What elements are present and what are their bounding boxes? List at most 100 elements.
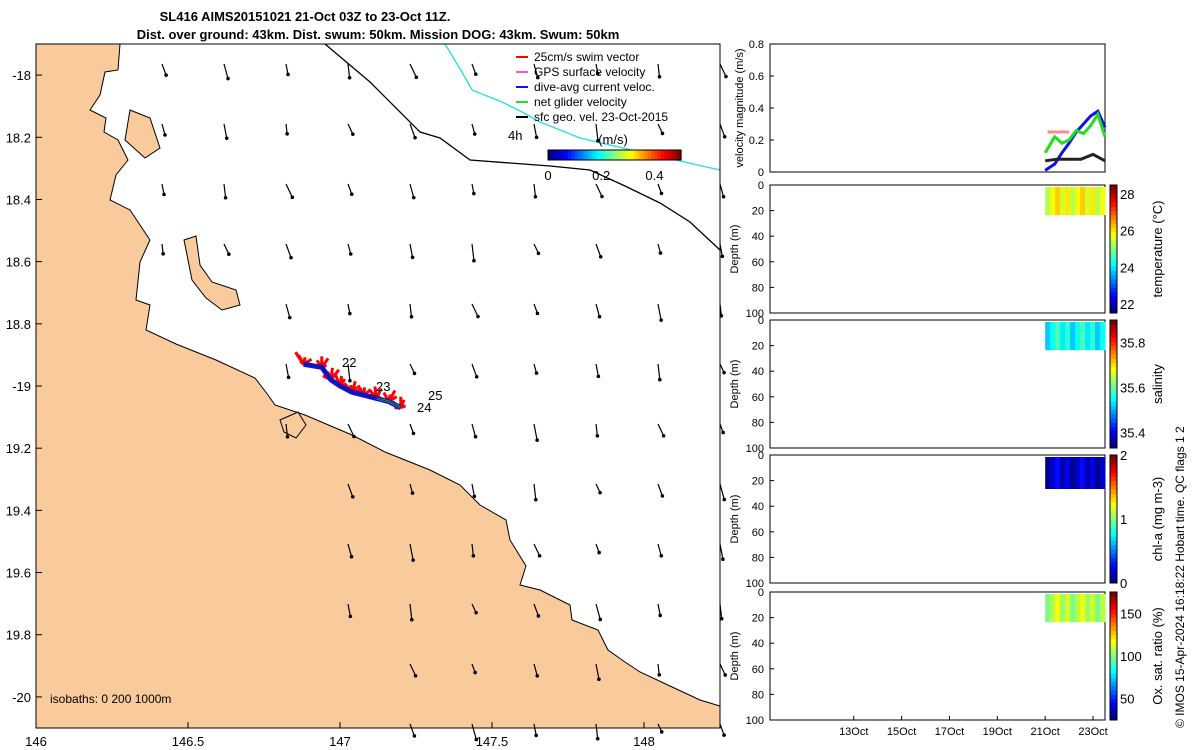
map-panel: 146 146.5 147 147.5 148 -18 18.2 18.4 18.6 18.8 -1… (6, 43, 728, 749)
profile-colorbar-segment (1110, 493, 1117, 499)
profile-data-cell (1050, 322, 1056, 351)
profile-colorbar-segment (1110, 189, 1117, 195)
time-tick-label: 15Oct (887, 726, 916, 738)
profile-data-cell (1060, 187, 1066, 216)
current-vector (223, 63, 229, 79)
profile-data-cell (1075, 322, 1081, 351)
current-vector (533, 63, 539, 78)
profile-data-cell (1065, 187, 1071, 216)
vector-head (476, 314, 480, 319)
vector-head (412, 371, 417, 376)
profile-colorbar-segment (1110, 553, 1117, 558)
vector-head (657, 673, 662, 677)
current-vector (595, 423, 598, 436)
colorbar-segment (621, 150, 626, 160)
profile-colorbar-label: salinity (1150, 364, 1165, 404)
vector-head (472, 132, 477, 136)
current-vector (657, 303, 662, 321)
vector-head (413, 673, 418, 678)
vector-head (164, 73, 168, 77)
profile-colorbar-segment (1110, 443, 1117, 449)
depth-tick-label: 80 (752, 282, 764, 294)
colorbar-segment (634, 150, 639, 160)
vector-head (348, 378, 352, 383)
profile-data-cell (1050, 187, 1056, 216)
vector-head (472, 191, 476, 196)
profile-colorbar-segment (1110, 480, 1117, 486)
profile-colorbar-segment (1110, 384, 1117, 389)
legend-label: GPS surface velocity (534, 65, 645, 79)
vector-head (535, 311, 540, 316)
profile-colorbar-segment (1110, 596, 1117, 602)
current-vector (719, 63, 727, 77)
profile-data-cell (1070, 457, 1076, 489)
profile-colorbar-segment (1110, 240, 1117, 246)
vector-head (719, 313, 724, 318)
x-tick-label: 148 (633, 734, 655, 749)
profile-colorbar-segment (1110, 270, 1117, 276)
depth-tick-label: 60 (752, 392, 764, 404)
current-vector (595, 363, 599, 377)
profile-data-cell (1095, 322, 1101, 351)
vector-head (721, 430, 725, 435)
profile-colorbar-segment (1110, 459, 1117, 465)
vector-head (536, 614, 541, 618)
profile-colorbar-segment (1110, 341, 1117, 347)
vector-head (473, 72, 478, 77)
current-vector (657, 603, 661, 616)
velocity-series-line (1044, 152, 1106, 163)
vector-head (412, 734, 417, 738)
profile-colorbar-tick: 22 (1120, 297, 1134, 312)
depth-label: Depth (m) (729, 360, 741, 409)
profile-colorbar-tick: 50 (1120, 692, 1134, 707)
profile-data-cell (1070, 322, 1076, 351)
chart-title: SL416 AIMS20151021 21-Oct 03Z to 23-Oct … (160, 9, 451, 24)
current-vector (285, 423, 289, 437)
vector-head (533, 194, 538, 199)
vector-head (722, 134, 727, 139)
vector-head (534, 371, 539, 375)
current-vector (223, 243, 230, 255)
profile-colorbar-segment (1110, 418, 1117, 423)
y-tick-label: 19.4 (6, 503, 31, 518)
vector-head (535, 75, 540, 80)
depth-tick-label: 100 (746, 715, 764, 727)
current-vector (409, 123, 416, 138)
depth-tick-label: 80 (752, 552, 764, 564)
vector-head (410, 617, 414, 622)
profile-colorbar-segment (1110, 531, 1117, 537)
colorbar-tick-label: 0.4 (645, 168, 663, 183)
vector-head (724, 74, 728, 79)
profile-colorbar-segment (1110, 690, 1117, 695)
profile-data-cell (1085, 187, 1091, 216)
profile-colorbar-segment (1110, 472, 1117, 477)
profile-colorbar-segment (1110, 362, 1117, 368)
vector-head (223, 195, 228, 200)
vector-head (286, 72, 290, 77)
profile-data-cell (1085, 594, 1091, 623)
vector-head (163, 133, 167, 137)
vector-head (347, 75, 352, 80)
profile-colorbar-segment (1110, 266, 1117, 271)
current-vector (595, 603, 601, 620)
profile-colorbar-segment (1110, 231, 1117, 237)
current-vector (347, 363, 351, 381)
profile-data-cell (1060, 322, 1066, 351)
time-tick-label: 21Oct (1030, 726, 1059, 738)
current-vector (471, 483, 475, 497)
velocity-y-tick-label: 0 (758, 167, 764, 179)
current-vector (285, 183, 293, 198)
depth-tick-label: 0 (758, 450, 764, 462)
legend-label: net glider velocity (534, 95, 627, 109)
colorbar-segment (548, 150, 552, 160)
y-tick-label: 19.2 (6, 441, 31, 456)
profile-data-cell (1075, 187, 1081, 216)
profile-colorbar-tick: 24 (1120, 260, 1134, 275)
profile-data-cell (1095, 594, 1101, 623)
current-vector (471, 423, 477, 437)
profile-colorbar-segment (1110, 497, 1117, 503)
profile-data-cell (1090, 594, 1096, 623)
current-vector (719, 483, 725, 500)
profile-colorbar-segment (1110, 501, 1117, 507)
track-day-label: 22 (342, 355, 356, 370)
